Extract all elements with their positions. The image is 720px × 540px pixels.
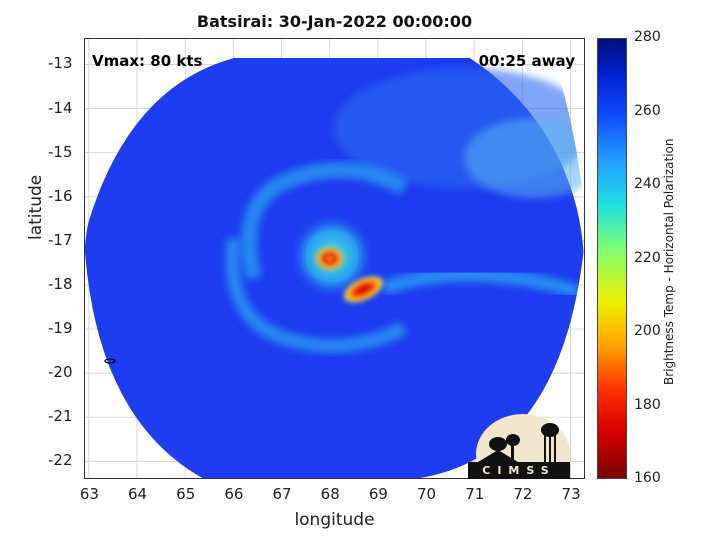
spiral-band-north: [241, 162, 409, 280]
map-svg: [84, 38, 585, 479]
y-tick-label: -21: [48, 407, 73, 426]
x-tick-label: 69: [368, 485, 388, 503]
x-tick-label: 63: [79, 485, 99, 503]
storm-eye-core: [311, 243, 348, 274]
x-axis-label: longitude: [294, 510, 375, 530]
spiral-band-south: [225, 237, 408, 353]
y-tick-label: -20: [48, 363, 73, 382]
map-plot-area: Vmax: 80 kts 00:25 away CIMSS: [84, 38, 585, 479]
x-tick-label: 72: [513, 485, 533, 503]
island-outline: [104, 358, 116, 364]
y-tick-label: -16: [48, 186, 73, 205]
y-axis-label: latitude: [26, 174, 46, 240]
colorbar-tick-label: 220: [634, 249, 661, 266]
y-tick-label: -13: [48, 54, 73, 73]
cimss-logo-graphic: [468, 414, 570, 479]
chart-title: Batsirai: 30-Jan-2022 00:00:00: [196, 12, 473, 31]
x-tick-label: 65: [176, 485, 196, 503]
y-tick-label: -17: [48, 230, 73, 249]
x-tick-label: 71: [465, 485, 485, 503]
y-tick-label: -14: [48, 98, 73, 117]
upper-right-band: [464, 118, 585, 198]
colorbar-tick-label: 160: [634, 470, 661, 486]
colorbar-tick-label: 240: [634, 176, 661, 192]
cimss-logo-text: CIMSS: [482, 464, 556, 477]
x-tick-label: 70: [417, 485, 437, 503]
storm-features: [311, 243, 386, 305]
cimss-logo: CIMSS: [468, 414, 570, 479]
vmax-label: Vmax: 80 kts: [92, 52, 203, 70]
colorbar: [597, 38, 627, 479]
spiral-band-east: [381, 267, 582, 300]
y-tick-label: -15: [48, 142, 73, 161]
x-tick-label: 73: [561, 485, 581, 503]
y-tick-label: -22: [48, 451, 73, 470]
colorbar-tick-label: 200: [634, 323, 661, 339]
x-tick-label: 66: [224, 485, 244, 503]
colorbar-tick-label: 260: [634, 102, 661, 119]
colorbar-tick-label: 280: [634, 29, 661, 45]
y-tick-label: -18: [48, 274, 73, 293]
y-tick-label: -19: [48, 319, 73, 338]
x-tick-label: 67: [272, 485, 292, 503]
colorbar-tick-label: 180: [634, 396, 661, 413]
x-tick-label: 68: [320, 485, 340, 503]
time-away-label: 00:25 away: [478, 52, 575, 70]
plot-frame: [84, 38, 585, 479]
colorbar-label: Brightness Temp - Horizontal Polarizatio…: [662, 138, 676, 385]
convective-hot-spot: [341, 274, 386, 305]
x-tick-label: 64: [127, 485, 148, 503]
